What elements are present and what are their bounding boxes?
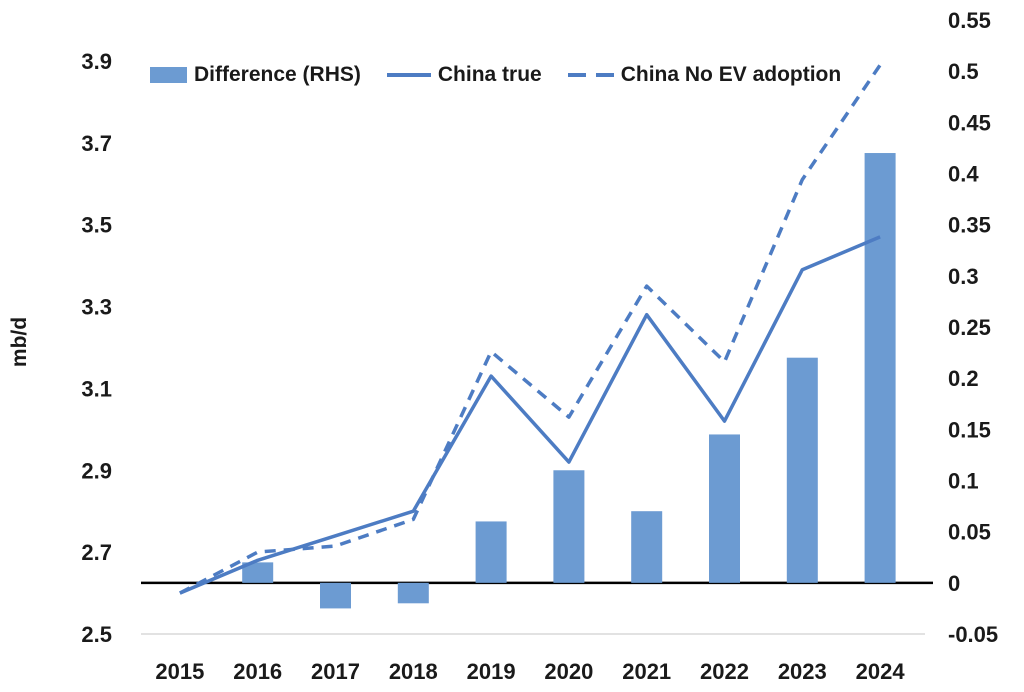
difference-bar-2023 bbox=[786, 357, 818, 583]
right-axis-tick-0.1: 0.1 bbox=[948, 469, 979, 494]
china-true-line bbox=[179, 235, 881, 595]
legend-label-china-true: China true bbox=[437, 63, 542, 86]
right-axis-tick-0: 0 bbox=[948, 571, 960, 596]
x-axis-label-2018: 2018 bbox=[389, 659, 438, 684]
x-axis-label-2022: 2022 bbox=[700, 659, 749, 684]
right-axis-tick-0.4: 0.4 bbox=[948, 162, 979, 187]
dashed-line-swatch-icon bbox=[567, 73, 614, 77]
difference-bar-2018 bbox=[397, 582, 429, 604]
x-axis-label-2020: 2020 bbox=[544, 659, 593, 684]
legend-item-china-true: China true bbox=[386, 63, 542, 87]
right-axis-tick-0.25: 0.25 bbox=[948, 315, 991, 340]
legend-item-china-no-ev: China No EV adoption bbox=[567, 63, 842, 87]
bar-swatch-icon bbox=[150, 67, 187, 83]
difference-bar-2020 bbox=[553, 470, 585, 583]
left-axis-tick-3.3: 3.3 bbox=[81, 295, 112, 320]
right-axis-tick-0.35: 0.35 bbox=[948, 213, 991, 238]
legend-label-difference: Difference (RHS) bbox=[194, 63, 361, 86]
x-axis-label-2021: 2021 bbox=[622, 659, 671, 684]
right-axis-tick-0.3: 0.3 bbox=[948, 264, 979, 289]
right-axis-tick--0.05: -0.05 bbox=[948, 622, 998, 647]
legend: Difference (RHS) China true China No EV … bbox=[150, 60, 841, 90]
difference-bar-2022 bbox=[709, 434, 740, 583]
left-axis-tick-2.5: 2.5 bbox=[81, 622, 112, 647]
right-axis-tick-0.15: 0.15 bbox=[948, 417, 991, 442]
left-axis-tick-2.7: 2.7 bbox=[81, 540, 112, 565]
difference-bar-2017 bbox=[320, 582, 351, 609]
difference-bar-2024 bbox=[864, 153, 896, 583]
x-axis-label-2024: 2024 bbox=[856, 659, 906, 684]
right-axis-tick-0.2: 0.2 bbox=[948, 366, 979, 391]
legend-item-difference: Difference (RHS) bbox=[150, 63, 361, 87]
left-axis-tick-2.9: 2.9 bbox=[81, 458, 112, 483]
x-axis-label-2016: 2016 bbox=[233, 659, 282, 684]
right-axis-tick-0.45: 0.45 bbox=[948, 110, 991, 135]
difference-bar-2019 bbox=[475, 521, 507, 583]
left-axis-tick-3.7: 3.7 bbox=[81, 131, 112, 156]
china-no-ev-line bbox=[179, 64, 882, 595]
x-axis-label-2019: 2019 bbox=[467, 659, 516, 684]
x-axis-label-2023: 2023 bbox=[778, 659, 827, 684]
x-axis-label-2017: 2017 bbox=[311, 659, 360, 684]
left-axis-tick-3.9: 3.9 bbox=[81, 49, 112, 74]
right-axis-tick-0.05: 0.05 bbox=[948, 520, 991, 545]
left-axis-tick-3.5: 3.5 bbox=[81, 213, 112, 238]
difference-bar-2016 bbox=[242, 562, 274, 583]
left-axis-tick-3.1: 3.1 bbox=[81, 376, 112, 401]
right-axis-tick-0.5: 0.5 bbox=[948, 59, 979, 84]
left-axis-title: mb/d bbox=[8, 317, 31, 367]
solid-line-swatch-icon bbox=[386, 73, 431, 77]
right-axis-tick-0.55: 0.55 bbox=[948, 8, 991, 33]
legend-label-china-no-ev: China No EV adoption bbox=[620, 63, 842, 86]
difference-bar-2021 bbox=[631, 511, 663, 583]
x-axis-label-2015: 2015 bbox=[155, 659, 204, 684]
